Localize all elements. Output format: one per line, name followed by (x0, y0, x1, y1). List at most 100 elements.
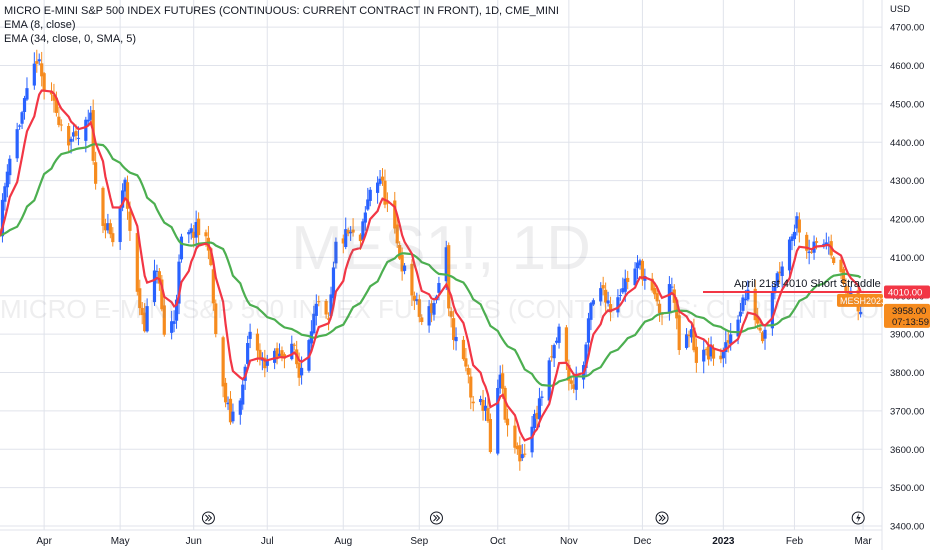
candle (412, 291, 416, 310)
candle (111, 227, 115, 247)
candle (515, 442, 519, 455)
candle (586, 312, 591, 353)
candle (265, 354, 269, 372)
legend-ema-8[interactable]: EMA (8, close) (4, 19, 76, 31)
candle (40, 51, 44, 87)
candle (67, 122, 71, 153)
bar-countdown: 07:13:59 (892, 317, 929, 328)
candle (118, 205, 122, 250)
candle (380, 168, 385, 186)
candle (376, 176, 380, 204)
candle (292, 342, 296, 351)
candle (709, 336, 713, 362)
candle (724, 330, 728, 364)
candle (32, 52, 36, 90)
candle (584, 342, 588, 376)
time-axis[interactable]: Apr May Jun Jul Aug Sep Oct Nov Dec 2023 Feb Mar (36, 536, 872, 547)
currency-label: USD (890, 4, 910, 15)
candle (780, 261, 784, 288)
candle (746, 280, 750, 302)
candle (513, 417, 517, 454)
candle (312, 305, 316, 335)
candle (694, 338, 698, 373)
candle (518, 436, 522, 471)
price-tick-label: 3700.00 (890, 406, 924, 417)
candle (160, 274, 164, 312)
candle (317, 295, 321, 307)
candle (726, 331, 730, 353)
level-price-label: 4010.00 (888, 287, 922, 298)
price-tick-label: 4100.00 (890, 253, 924, 264)
candle (640, 258, 645, 286)
time-tick-label: Aug (334, 536, 352, 547)
candle (488, 413, 492, 454)
candle (650, 272, 654, 293)
dividend-marker-icon (201, 511, 215, 525)
candle (704, 347, 708, 356)
price-tick-label: 3800.00 (890, 368, 924, 379)
candle (420, 314, 424, 326)
legend-title: MICRO E-MINI S&P 500 INDEX FUTURES (CONT… (4, 5, 559, 17)
candle (346, 227, 350, 237)
straddle-annotation[interactable]: April 21st 4010 Short Straddle (703, 278, 882, 293)
price-axis[interactable]: USD (881, 0, 932, 550)
candle (707, 337, 711, 366)
time-tick-label: Oct (490, 536, 506, 547)
time-tick-label: Dec (634, 536, 652, 547)
candle (290, 335, 294, 361)
candle (805, 232, 809, 259)
candle (608, 296, 613, 322)
candle (626, 270, 630, 290)
price-tick-label: 4300.00 (890, 176, 924, 187)
candle (255, 328, 260, 363)
time-tick-label: Jun (186, 536, 202, 547)
candle (741, 294, 745, 314)
candle (535, 405, 539, 430)
candle (466, 364, 470, 384)
candle (557, 323, 561, 349)
candle (481, 390, 485, 421)
candle (417, 294, 421, 323)
candle (702, 338, 706, 374)
candle (449, 307, 453, 328)
candle (221, 335, 225, 398)
candle (523, 443, 527, 458)
candle (790, 233, 794, 251)
candle (606, 291, 610, 307)
candle (763, 327, 767, 350)
candle (775, 271, 779, 289)
annotation-label: April 21st 4010 Short Straddle (734, 278, 881, 290)
candle (263, 349, 267, 378)
candle (574, 366, 578, 401)
candle (20, 110, 24, 130)
candle (3, 182, 7, 211)
candle (152, 259, 157, 306)
time-tick-label: 2023 (712, 536, 735, 547)
ema-8-line (0, 89, 862, 442)
candle (398, 241, 402, 261)
candle (314, 294, 318, 326)
legend-ema-34[interactable]: EMA (34, close, 0, SMA, 5) (4, 33, 137, 45)
candle (211, 262, 215, 311)
candle (135, 228, 139, 296)
candle (226, 396, 230, 410)
candle (341, 234, 345, 254)
candle (103, 218, 108, 239)
candle (238, 398, 242, 425)
candle (653, 283, 657, 300)
candle (106, 213, 110, 234)
candle (657, 299, 662, 322)
candle (540, 390, 544, 406)
candle (383, 169, 387, 209)
candle (140, 302, 144, 325)
candlesticks (0, 49, 863, 471)
price-tick-label: 3400.00 (890, 522, 924, 533)
candle (554, 337, 559, 345)
price-tick-label: 4700.00 (890, 23, 924, 34)
event-markers (201, 511, 865, 525)
candle (824, 232, 828, 250)
candle (393, 191, 397, 234)
candle (120, 183, 125, 212)
candle (692, 318, 696, 353)
